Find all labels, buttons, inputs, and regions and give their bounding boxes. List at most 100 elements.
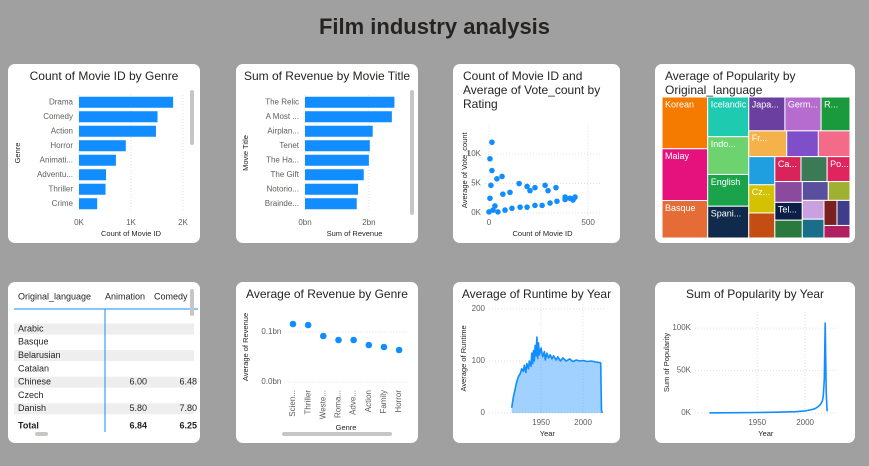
scrollbar[interactable]: [282, 432, 392, 436]
bar: [79, 125, 156, 137]
point: [304, 321, 312, 329]
y-tick-label: The Gift: [271, 170, 300, 179]
point: [494, 176, 500, 182]
point: [488, 182, 494, 189]
treemap-label: Malay: [665, 151, 690, 161]
treemap-tile: [800, 156, 828, 183]
x-tick-label: 0bn: [298, 218, 311, 227]
x-tick-label: 2000: [796, 418, 814, 427]
bar: [79, 96, 174, 108]
scrollbar[interactable]: [190, 90, 194, 145]
chart-card: Korean Malay Basque Icelandic Indo... English…: [655, 64, 855, 243]
chart-card: 0.0bn 0.1bn Scien... Thriller Weste... Roma..…: [236, 282, 418, 443]
x-tick-label: Adve...: [349, 390, 358, 415]
bar: [305, 198, 357, 210]
treemap-tile: [774, 219, 803, 239]
point: [542, 182, 548, 189]
chart: 0K 1K 2K Drama Comedy Action Horror Animati... A…: [13, 90, 194, 238]
treemap-tile: [801, 181, 829, 201]
row-header: Arabic: [18, 323, 44, 333]
point: [500, 191, 506, 197]
x-tick-label: 2bn: [362, 218, 375, 227]
row-stripe: [14, 403, 194, 415]
point: [532, 184, 538, 191]
x-axis-label: Genre: [336, 423, 357, 432]
treemap-tile: [748, 130, 788, 158]
y-tick-label: 0.1bn: [261, 327, 281, 336]
point: [487, 195, 493, 202]
treemap-tile: [801, 218, 825, 239]
treemap-tile: [836, 199, 851, 226]
row-header: Catalan: [18, 363, 49, 373]
treemap-label: Po...: [830, 159, 849, 169]
bar: [305, 183, 359, 195]
chart-card: 0K 1K 2K Drama Comedy Action Horror Animati... A…: [8, 64, 200, 243]
treemap-tile: [661, 96, 709, 150]
x-axis-label: Count of Movie ID: [101, 229, 162, 238]
table: Original_language Animation Comedy Arabic Ba…: [14, 289, 198, 436]
x-tick-label: Scien...: [288, 390, 297, 417]
y-tick-label: Crime: [52, 199, 74, 208]
chart-title: Average of Popularity by Original_langua…: [665, 69, 796, 97]
y-axis-label: Average of Runtime: [459, 325, 468, 391]
y-tick-label: The Ha...: [266, 155, 299, 164]
point: [539, 202, 545, 209]
x-tick-label: Horror: [394, 390, 403, 413]
treemap-tile: [707, 205, 750, 239]
y-axis-label: Sum of Popularity: [662, 333, 671, 392]
bar: [79, 111, 158, 123]
treemap-tile: [774, 181, 803, 203]
chart: Korean Malay Basque Icelandic Indo... English…: [661, 96, 851, 239]
treemap-label: Basque: [665, 203, 696, 213]
row-stripe: [14, 350, 194, 362]
chart-title: Count of Movie ID by Genre: [29, 69, 179, 83]
scrollbar[interactable]: [35, 432, 48, 436]
y-tick-label: 200: [472, 304, 486, 313]
point: [517, 204, 523, 210]
point: [524, 183, 530, 190]
chart-card: 1950 2000 0K 50K 100K Year Sum of Popularity Su…: [655, 282, 855, 443]
cell: 7.80: [179, 403, 197, 413]
total-cell: 6.25: [179, 420, 197, 430]
point: [572, 194, 578, 200]
x-axis-label: Count of Movie ID: [512, 229, 573, 238]
bar: [305, 96, 395, 108]
treemap-label: Cz...: [752, 187, 771, 197]
x-tick-label: 1K: [126, 218, 136, 227]
y-tick-label: Drama: [49, 97, 74, 106]
x-tick-label: 0: [487, 218, 492, 227]
y-tick-label: Airplan...: [267, 126, 299, 135]
bar: [79, 140, 126, 152]
scrollbar[interactable]: [410, 90, 414, 215]
bar: [79, 198, 98, 210]
chart: 0.0bn 0.1bn Scien... Thriller Weste... Roma..…: [241, 313, 407, 436]
row-header: Czech: [18, 390, 44, 400]
x-tick-label: 500: [581, 218, 595, 227]
bar: [305, 169, 364, 181]
y-tick-label: A Most ...: [266, 112, 299, 121]
treemap-tile: [748, 156, 776, 186]
chart-card: 0bn 2bn The Relic A Most ... Airplan... Tenet…: [236, 64, 418, 243]
cell: 6.00: [129, 377, 147, 387]
chart-title: Sum of Popularity by Year: [685, 287, 825, 301]
scrollbar[interactable]: [190, 289, 194, 316]
line: [709, 322, 828, 414]
bar: [305, 140, 370, 152]
treemap-tile: [707, 96, 750, 138]
y-tick-label: 50K: [677, 366, 692, 375]
treemap-tile: [801, 199, 825, 220]
treemap-tile: [748, 212, 776, 239]
treemap-tile: [820, 96, 851, 132]
treemap-tile: [661, 200, 709, 239]
x-tick-label: 2000: [574, 418, 592, 427]
bar: [305, 111, 392, 123]
column-header: Original_language: [18, 291, 91, 301]
y-axis-label: Genre: [13, 143, 22, 164]
treemap-label: Korean: [665, 99, 694, 109]
point: [516, 180, 522, 187]
point: [509, 205, 515, 212]
chart: 0 500 0K 5K 10K Count of Movie ID Average of V…: [460, 124, 600, 238]
y-tick-label: 100K: [672, 323, 691, 332]
row-header: Belarusian: [18, 350, 61, 360]
